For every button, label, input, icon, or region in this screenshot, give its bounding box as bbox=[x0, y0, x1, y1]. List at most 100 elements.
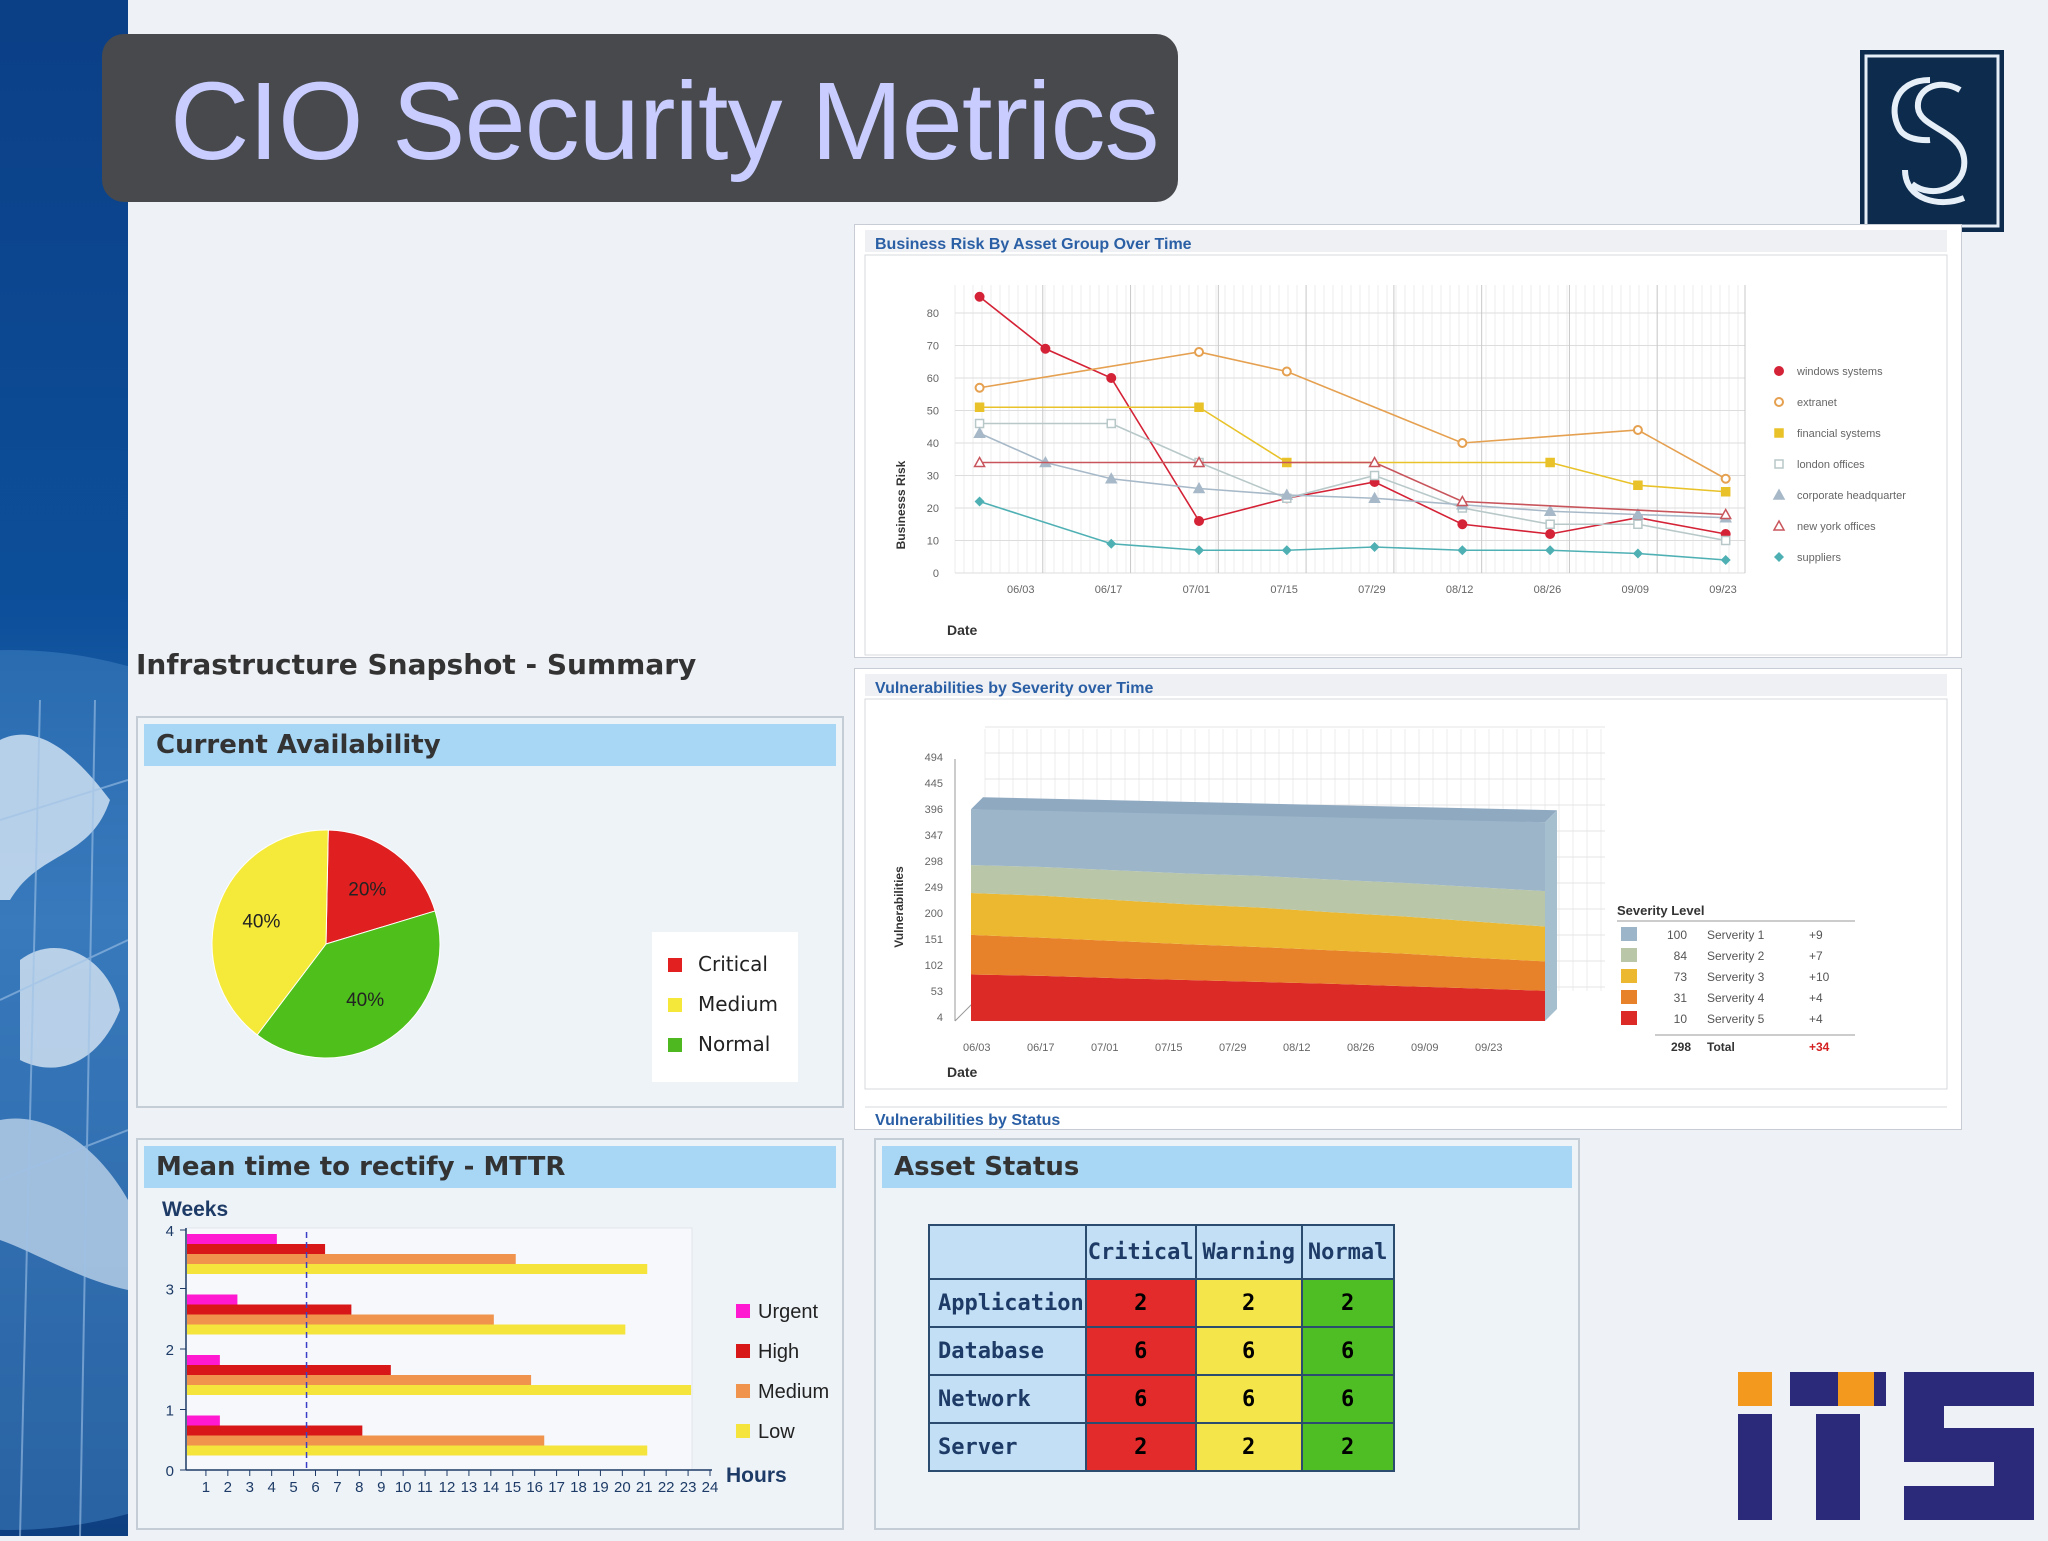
severity-legend-title: Severity Level bbox=[1617, 903, 1704, 918]
y-tick-label: 102 bbox=[925, 960, 943, 972]
data-point bbox=[1369, 542, 1380, 552]
slide-title: CIO Security Metrics bbox=[170, 60, 1159, 183]
asset-status-header: Asset Status bbox=[882, 1146, 1572, 1188]
legend-marker bbox=[1774, 366, 1784, 376]
x-tick-label: 6 bbox=[311, 1479, 319, 1496]
mttr-widget: Mean time to rectify - MTTR Weeks Hours … bbox=[136, 1138, 844, 1530]
bar-high bbox=[187, 1244, 326, 1254]
column-normal: Normal bbox=[1300, 1224, 1395, 1280]
warning-cell: 2 bbox=[1194, 1422, 1303, 1472]
y-tick-label: 249 bbox=[925, 882, 943, 894]
business-risk-ylabel: Businesss Risk bbox=[894, 460, 908, 549]
data-point bbox=[1457, 519, 1468, 530]
legend-marker bbox=[1774, 428, 1784, 438]
x-tick-label: 3 bbox=[246, 1479, 254, 1496]
series-line-windows-systems bbox=[979, 296, 1726, 535]
y-tick-label: 2 bbox=[166, 1342, 174, 1359]
data-point bbox=[974, 496, 985, 507]
data-point bbox=[1106, 418, 1116, 429]
pie-slice-critical bbox=[325, 829, 436, 945]
x-tick-label: 9 bbox=[377, 1479, 385, 1496]
severity-delta: +10 bbox=[1809, 970, 1830, 984]
severity-label: Serverity 2 bbox=[1707, 949, 1765, 963]
table-row: Application 2 2 2 bbox=[928, 1278, 1395, 1328]
x-tick-label: 7 bbox=[333, 1479, 341, 1496]
x-tick-label: 07/01 bbox=[1091, 1042, 1119, 1054]
x-tick-label: 07/29 bbox=[1219, 1042, 1247, 1054]
severity-delta: +9 bbox=[1809, 928, 1823, 942]
x-tick-label: 23 bbox=[680, 1479, 697, 1496]
business-risk-chart: Business Risk By Asset Group Over Time 0… bbox=[864, 230, 1948, 656]
y-tick-label: 0 bbox=[933, 568, 939, 580]
critical-cell: 2 bbox=[1084, 1278, 1197, 1328]
severity-swatch bbox=[1621, 969, 1637, 983]
legend-swatch bbox=[736, 1384, 750, 1398]
severity-swatch bbox=[1621, 927, 1637, 941]
critical-cell: 6 bbox=[1084, 1374, 1197, 1424]
data-point bbox=[974, 291, 985, 302]
y-tick-label: 151 bbox=[925, 934, 943, 946]
data-point bbox=[1633, 519, 1643, 529]
severity-swatch bbox=[1621, 948, 1637, 962]
x-tick-label: 09/23 bbox=[1709, 584, 1737, 596]
y-tick-label: 4 bbox=[937, 1012, 943, 1024]
x-tick-label: 06/17 bbox=[1095, 584, 1123, 596]
x-tick-label: 15 bbox=[504, 1479, 521, 1496]
data-point bbox=[1194, 516, 1205, 526]
y-tick-label: 10 bbox=[927, 536, 939, 548]
asset-status-table: Critical Warning Normal Application 2 2 … bbox=[928, 1224, 1395, 1472]
y-tick-label: 70 bbox=[927, 341, 939, 353]
total-count: 298 bbox=[1671, 1040, 1691, 1054]
data-point bbox=[1280, 488, 1294, 500]
legend-label: Medium bbox=[758, 1381, 829, 1403]
x-tick-label: 21 bbox=[636, 1479, 653, 1496]
x-tick-label: 07/15 bbox=[1270, 584, 1298, 596]
critical-cell: 6 bbox=[1084, 1326, 1197, 1376]
legend-marker bbox=[1774, 459, 1784, 469]
row-label: Application bbox=[928, 1278, 1087, 1328]
section-label: Infrastructure Snapshot - Summary bbox=[136, 648, 697, 681]
title-banner bbox=[102, 34, 1178, 202]
data-point bbox=[1457, 438, 1468, 448]
severity-delta: +4 bbox=[1809, 991, 1823, 1005]
x-tick-label: 08/12 bbox=[1283, 1042, 1311, 1054]
data-point bbox=[1632, 425, 1643, 435]
area-Serverity-1 bbox=[971, 809, 1545, 892]
legend-swatch bbox=[736, 1304, 750, 1318]
bar-low bbox=[187, 1385, 692, 1395]
severity-count: 10 bbox=[1674, 1012, 1688, 1026]
series-line-extranet bbox=[979, 351, 1727, 480]
availability-header: Current Availability bbox=[144, 724, 836, 766]
data-point bbox=[1192, 481, 1206, 494]
legend-label: new york offices bbox=[1797, 521, 1876, 533]
mttr-header: Mean time to rectify - MTTR bbox=[144, 1146, 836, 1188]
legend-normal-swatch bbox=[668, 1038, 682, 1052]
x-tick-label: 2 bbox=[224, 1479, 232, 1496]
availability-widget: Current Availability 20% 40% 40% Critical … bbox=[136, 716, 844, 1108]
severity-swatch bbox=[1621, 990, 1637, 1004]
pie-slice-normal bbox=[256, 910, 441, 1059]
legend-label: extranet bbox=[1797, 397, 1837, 409]
data-point bbox=[974, 402, 985, 412]
x-tick-label: 08/26 bbox=[1534, 584, 1562, 596]
bar-medium bbox=[187, 1375, 532, 1385]
y-tick-label: 80 bbox=[927, 308, 939, 320]
x-tick-label: 06/03 bbox=[963, 1042, 991, 1054]
vulnerabilities-status-title: Vulnerabilities by Status bbox=[875, 1112, 1060, 1129]
y-tick-label: 347 bbox=[925, 830, 943, 842]
column-critical: Critical bbox=[1084, 1224, 1197, 1280]
vulnerabilities-chart: Vulnerabilities by Severity over Time 4 5… bbox=[864, 674, 1948, 1129]
severity-count: 73 bbox=[1674, 970, 1688, 984]
data-point bbox=[973, 426, 986, 438]
y-tick-label: 20 bbox=[927, 503, 939, 515]
normal-cell: 6 bbox=[1300, 1374, 1395, 1424]
area-Serverity-4 bbox=[971, 934, 1545, 991]
data-point bbox=[1369, 470, 1380, 481]
severity-delta: +7 bbox=[1809, 949, 1823, 963]
x-tick-label: 06/17 bbox=[1027, 1042, 1055, 1054]
table-row: Server 2 2 2 bbox=[928, 1422, 1395, 1472]
y-tick-label: 4 bbox=[166, 1223, 174, 1240]
area-Serverity-5 bbox=[971, 974, 1545, 1021]
vulnerabilities-panel: Vulnerabilities by Severity over Time 4 5… bbox=[854, 668, 1962, 1130]
availability-legend: Critical Medium Normal bbox=[652, 932, 798, 1082]
